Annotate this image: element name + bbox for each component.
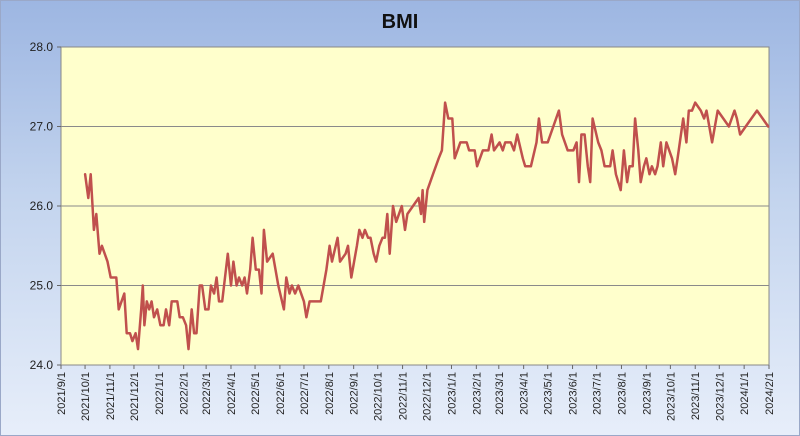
y-tick-label: 28.0 (30, 40, 54, 54)
x-tick-label: 2022/11/1 (398, 372, 410, 420)
y-tick-label: 26.0 (30, 199, 54, 213)
x-tick-label: 2021/12/1 (129, 372, 141, 421)
x-tick-label: 2022/2/1 (179, 372, 191, 415)
series-line (83, 101, 770, 351)
x-tick-label: 2022/6/1 (275, 372, 287, 415)
x-tick-label: 2023/3/1 (494, 372, 506, 415)
x-tick-label: 2023/2/1 (471, 372, 483, 415)
x-tick-label: 2023/9/1 (641, 372, 653, 415)
x-tick-label: 2023/6/1 (568, 372, 580, 415)
x-tick-label: 2023/8/1 (616, 372, 628, 415)
x-tick-label: 2022/3/1 (201, 372, 213, 415)
x-tick-label: 2022/10/1 (373, 372, 385, 421)
y-tick-label: 24.0 (30, 358, 54, 372)
x-tick-label: 2022/7/1 (299, 372, 311, 415)
x-tick-label: 2023/12/1 (714, 372, 726, 421)
x-tick-label: 2023/10/1 (665, 372, 677, 421)
x-tick-label: 2022/4/1 (226, 372, 238, 415)
x-tick-label: 2022/1/1 (154, 372, 166, 415)
x-tick-label: 2021/9/1 (56, 372, 68, 415)
y-tick-label: 27.0 (30, 120, 54, 134)
x-tick-label: 2023/11/1 (690, 372, 702, 420)
x-tick-label: 2022/9/1 (349, 372, 361, 415)
x-tick-label: 2023/7/1 (592, 372, 604, 415)
x-tick-label: 2023/4/1 (519, 372, 531, 415)
x-tick-label: 2023/1/1 (446, 372, 458, 415)
x-tick-label: 2021/11/1 (105, 372, 117, 420)
x-tick-label: 2024/1/1 (739, 372, 751, 415)
x-tick-label: 2024/2/1 (764, 372, 776, 415)
y-tick-label: 25.0 (30, 279, 54, 293)
chart-title: BMI (381, 11, 419, 33)
x-tick-label: 2021/10/1 (80, 372, 92, 421)
x-tick-label: 2022/12/1 (422, 372, 434, 421)
x-tick-label: 2022/5/1 (250, 372, 262, 415)
x-tick-label: 2023/5/1 (543, 372, 555, 415)
x-tick-label: 2022/8/1 (324, 372, 336, 415)
